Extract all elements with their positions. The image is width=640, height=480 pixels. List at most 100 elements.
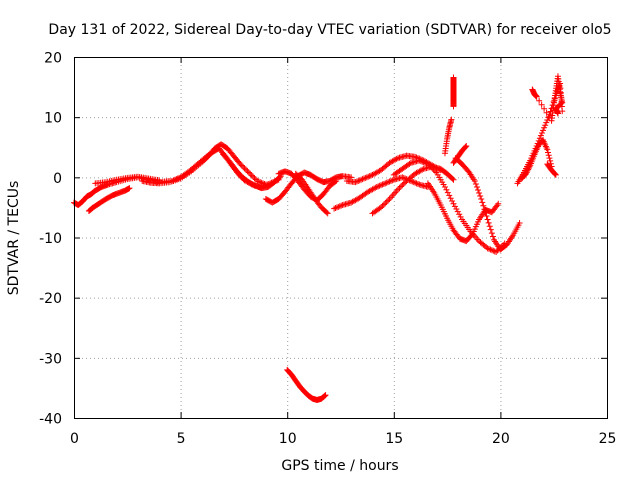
series-arc-k (331, 174, 431, 212)
data-point (419, 158, 426, 165)
data-point (478, 195, 485, 202)
data-point (379, 181, 386, 188)
data-point (456, 211, 463, 218)
data-point (247, 170, 254, 177)
series-arc-w (544, 161, 559, 178)
data-point (475, 186, 482, 193)
data-point (472, 180, 479, 187)
axis-ticks: 0 5 10 15 20 25 -40 -30 -20 -10 0 10 20 (39, 51, 616, 448)
data-point (237, 161, 244, 168)
data-point (494, 202, 501, 209)
data-point (444, 189, 451, 196)
data-point (488, 230, 495, 237)
data-point (447, 195, 454, 202)
data-point (382, 180, 389, 187)
series-arc-v (529, 73, 566, 124)
data-point (542, 122, 549, 129)
data-point (323, 209, 330, 216)
data-point (382, 200, 389, 207)
data-point (324, 210, 331, 217)
data-point (170, 177, 177, 184)
data-point (375, 183, 382, 190)
y-tick-label: -10 (39, 231, 62, 247)
data-point (451, 203, 458, 210)
data-point (450, 200, 457, 207)
data-point (552, 171, 559, 178)
data-point (248, 172, 255, 179)
data-point (173, 176, 180, 183)
data-point (406, 160, 413, 167)
data-point (174, 175, 181, 182)
data-point (333, 204, 340, 211)
series-arc-c (92, 173, 163, 187)
data-point (386, 178, 393, 185)
data-point (489, 233, 496, 240)
data-point (546, 155, 553, 162)
data-point (380, 201, 387, 208)
data-point (537, 132, 544, 139)
data-point (493, 248, 500, 255)
data-point (396, 184, 403, 191)
data-point (251, 175, 258, 182)
data-point (413, 180, 420, 187)
data-point (365, 173, 372, 180)
data-point (449, 197, 456, 204)
data-point (484, 216, 491, 223)
x-tick-label: 20 (492, 431, 510, 447)
data-point (426, 162, 433, 169)
data-point (473, 183, 480, 190)
data-point (471, 177, 478, 184)
y-tick-label: 20 (44, 51, 62, 67)
data-point (321, 392, 328, 399)
data-point (485, 219, 492, 226)
data-point (379, 203, 386, 210)
data-point (443, 186, 450, 193)
data-point (414, 180, 421, 187)
data-point (462, 143, 469, 150)
x-axis-label: GPS time / hours (281, 458, 398, 474)
data-point (245, 169, 252, 176)
data-point (400, 174, 407, 181)
data-point (538, 130, 545, 137)
data-point (366, 173, 373, 180)
data-point (484, 245, 491, 252)
grid-lines (74, 57, 607, 418)
data-point (533, 93, 540, 100)
data-point (368, 172, 375, 179)
data-point (395, 186, 402, 193)
data-point (376, 182, 383, 189)
y-tick-label: -40 (39, 412, 62, 428)
data-point (536, 97, 543, 104)
data-point (385, 197, 392, 204)
data-point (397, 183, 404, 190)
data-point (545, 152, 552, 159)
series-arc-j (284, 366, 329, 403)
data-point (420, 159, 427, 166)
data-point (385, 179, 392, 186)
data-point (543, 109, 550, 116)
data-point (536, 135, 543, 142)
data-point (372, 184, 379, 191)
data-point (482, 209, 489, 216)
y-tick-label: -30 (39, 351, 62, 367)
series-arc-i (292, 170, 331, 217)
x-tick-label: 25 (599, 431, 617, 447)
data-point (417, 158, 424, 165)
data-point (446, 192, 453, 199)
x-tick-label: 5 (177, 431, 186, 447)
x-tick-label: 15 (385, 431, 403, 447)
data-point (332, 178, 339, 185)
data-point (454, 208, 461, 215)
data-point (240, 163, 247, 170)
data-point (533, 143, 540, 150)
data-point (427, 163, 434, 170)
series-arc-o (424, 180, 502, 245)
data-point (481, 206, 488, 213)
data-point (254, 177, 261, 184)
data-point (360, 175, 367, 182)
data-point (429, 165, 436, 172)
data-point (430, 166, 437, 173)
y-tick-label: 0 (53, 171, 62, 187)
data-point (554, 110, 561, 117)
